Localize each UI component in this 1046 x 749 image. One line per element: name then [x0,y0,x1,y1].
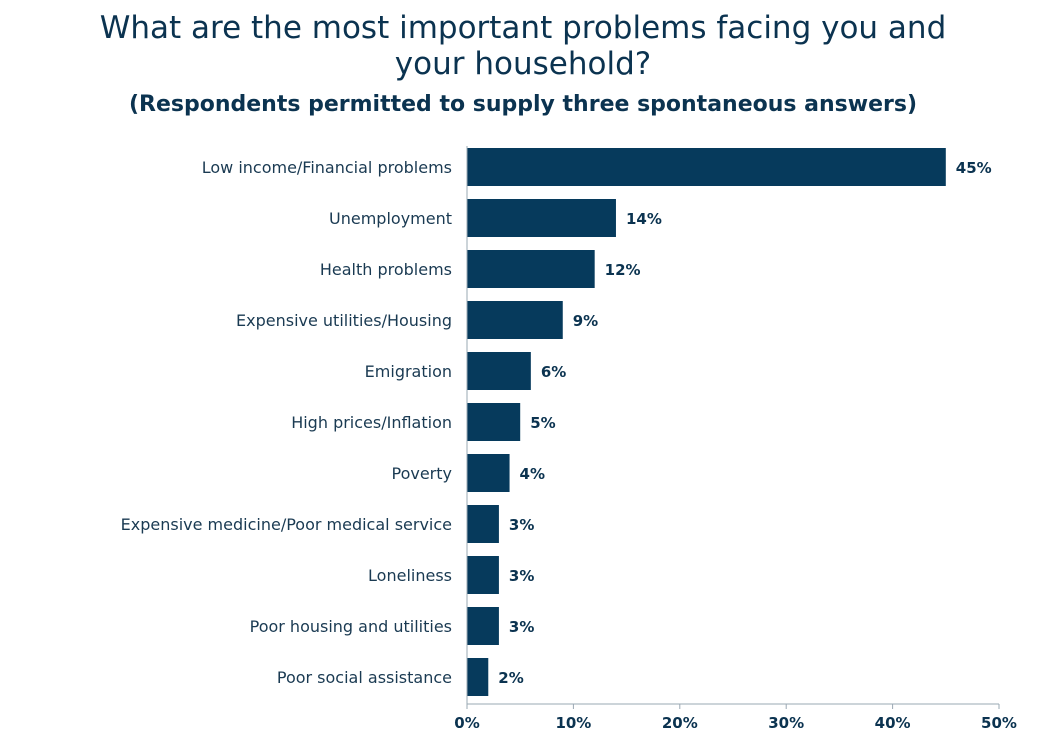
bar [467,505,499,543]
bar [467,148,946,186]
data-label: 3% [509,567,534,585]
data-label: 14% [626,210,662,228]
category-label: Poor housing and utilities [250,617,452,636]
bar [467,250,595,288]
data-label: 6% [541,363,566,381]
category-label: Poor social assistance [277,668,452,687]
bar [467,556,499,594]
data-label: 9% [573,312,598,330]
x-tick-label: 10% [555,714,591,732]
category-label: Health problems [320,260,452,279]
category-label: Emigration [365,362,452,381]
data-label: 45% [956,159,992,177]
bar [467,454,510,492]
data-label: 3% [509,618,534,636]
data-label: 5% [530,414,555,432]
chart-title: What are the most important problems fac… [99,10,947,82]
x-tick-label: 30% [768,714,804,732]
bar [467,403,521,441]
category-label: Unemployment [329,209,452,228]
x-tick-label: 20% [662,714,698,732]
category-label: High prices/Inflation [291,413,452,432]
x-tick-label: 40% [875,714,911,732]
bar [467,301,563,339]
data-label: 2% [498,669,523,687]
x-tick-label: 50% [981,714,1017,732]
category-label: Low income/Financial problems [202,158,452,177]
bar [467,199,616,237]
data-label: 4% [520,465,545,483]
category-label: Loneliness [368,566,452,585]
x-axis: 0% 10% 20% 30% 40% 50% [454,146,1017,732]
data-label: 3% [509,516,534,534]
chart-subtitle: (Respondents permitted to supply three s… [128,92,918,117]
bars-layer: Low income/Financial problems 45% Unemploy… [121,148,992,696]
category-label: Expensive medicine/Poor medical service [121,515,452,534]
bar [467,352,531,390]
category-label: Poverty [392,464,453,483]
bar [467,607,499,645]
bar [467,658,489,696]
x-tick-label: 0% [454,714,479,732]
data-label: 12% [605,261,641,279]
category-label: Expensive utilities/Housing [236,311,452,330]
